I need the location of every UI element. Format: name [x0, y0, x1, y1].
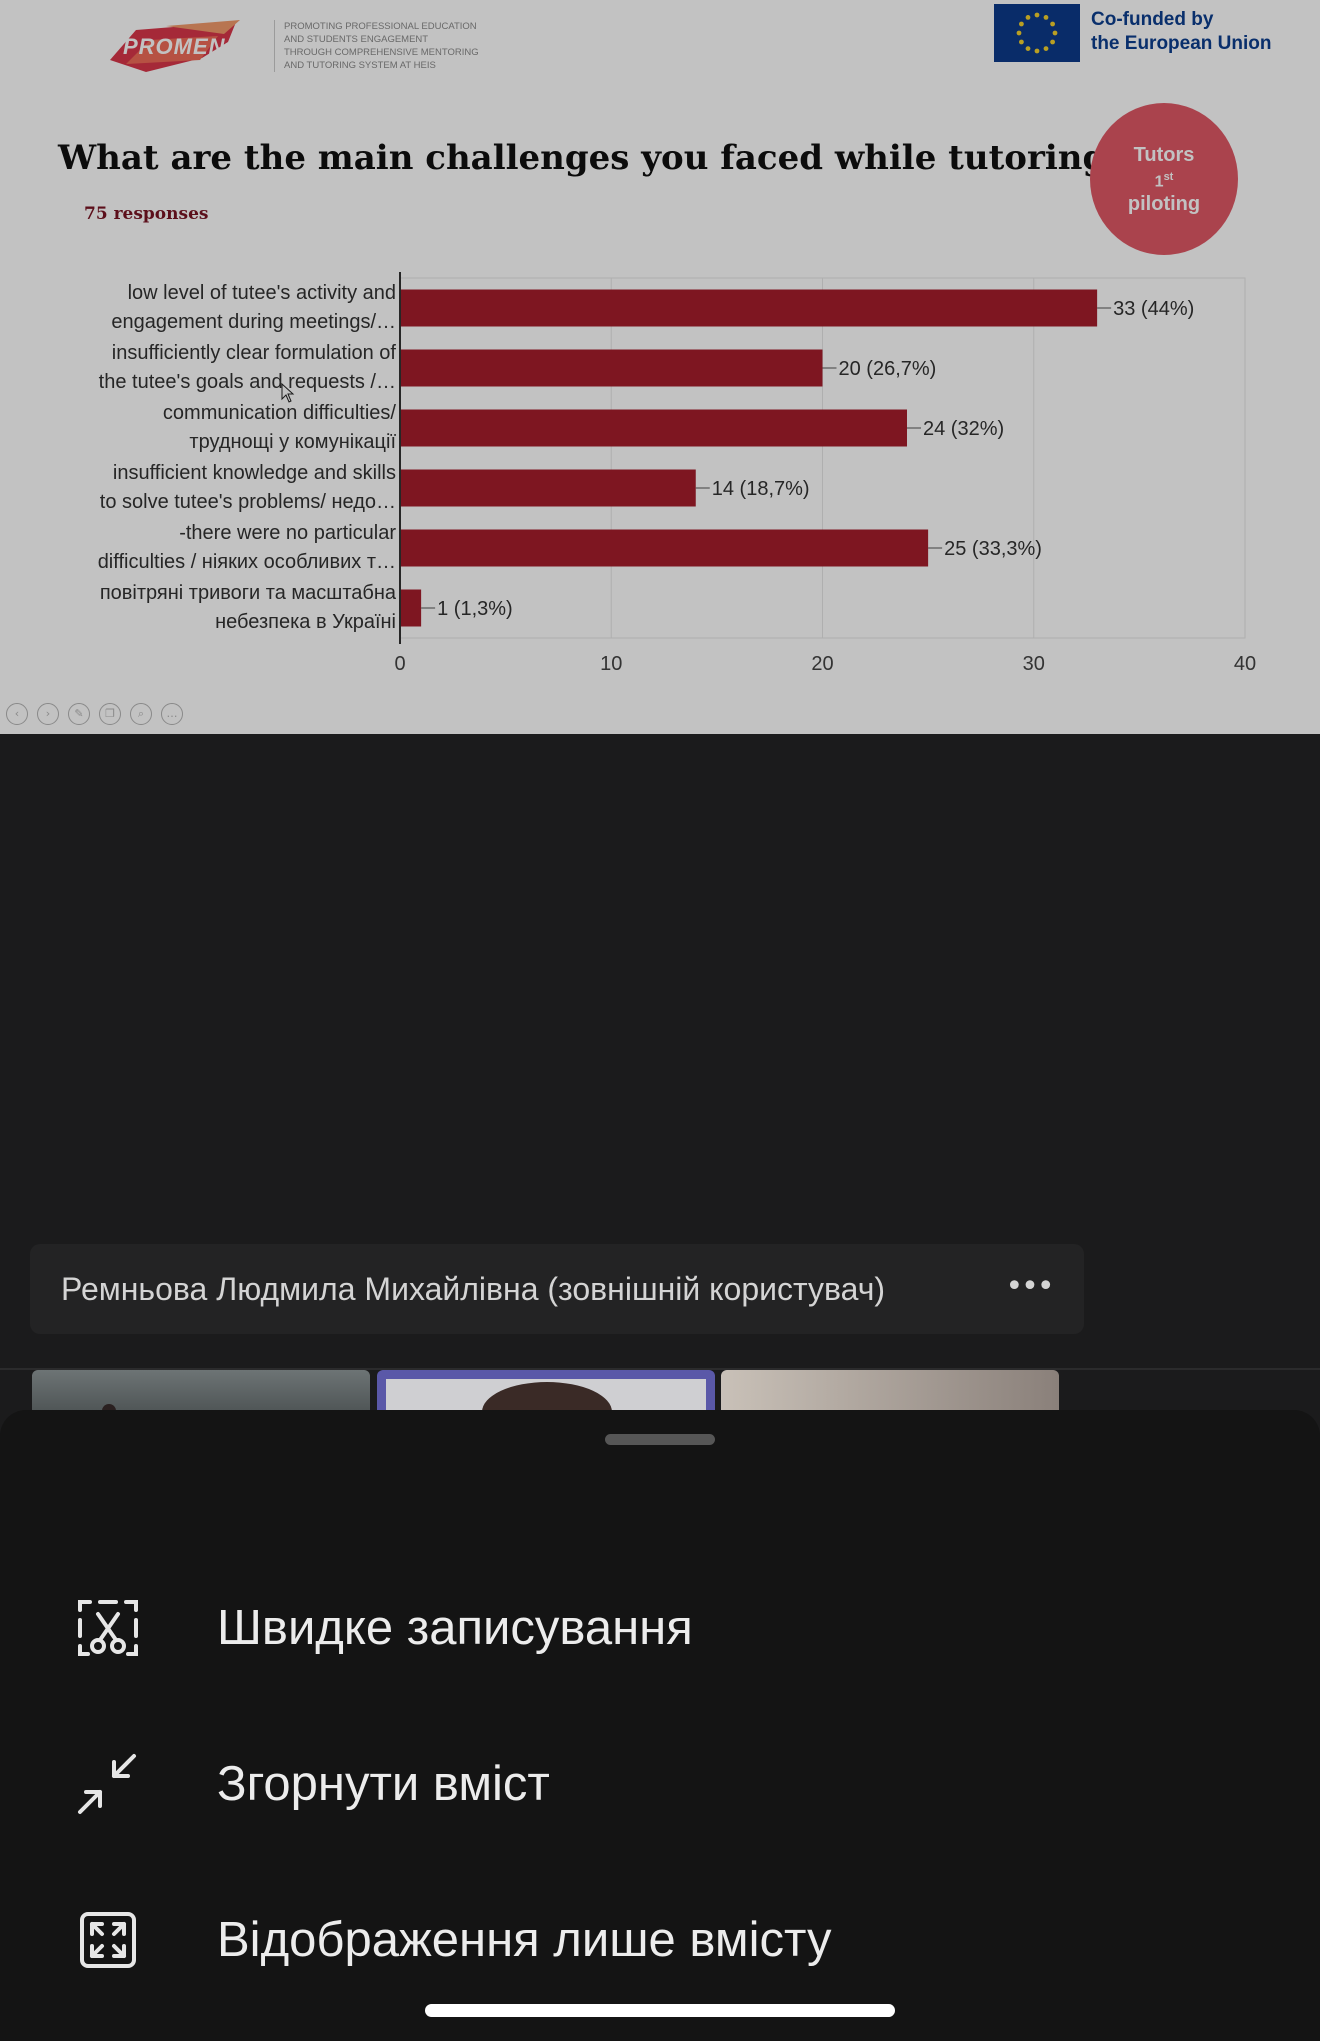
- eu-flag-icon: [994, 4, 1080, 62]
- more-icon[interactable]: …: [161, 703, 183, 725]
- eu-star: [1019, 39, 1024, 45]
- options-bottom-sheet: Швидке записування Згорнути вміст Відобр…: [0, 1410, 1320, 2041]
- video-strip-divider: [0, 1368, 1320, 1370]
- category-label: insufficiently clear formulation of: [112, 342, 397, 364]
- eu-star: [1034, 48, 1040, 54]
- category-label: небезпека в Україні: [215, 611, 396, 633]
- content-only-icon: [80, 1912, 136, 1968]
- eu-star: [1019, 21, 1024, 27]
- eu-star: [1052, 30, 1058, 36]
- data-label: 24 (32%): [923, 418, 1004, 440]
- slide-title: What are the main challenges you faced w…: [58, 138, 1127, 178]
- participant-more-button[interactable]: •••: [1005, 1269, 1054, 1304]
- data-label: 14 (18,7%): [712, 478, 810, 500]
- category-label: повітряні тривоги та масштабна: [100, 582, 397, 604]
- video-thumbnail[interactable]: [721, 1370, 1059, 1416]
- eu-star: [1034, 12, 1040, 18]
- eu-funding-text: Co-funded by the European Union: [1091, 9, 1272, 54]
- challenges-bar-chart: 33 (44%) low level of tutee's activity an…: [98, 272, 1256, 675]
- x-tick-label: 20: [811, 653, 833, 675]
- menu-item-label: Згорнути вміст: [217, 1757, 550, 1811]
- pen-icon[interactable]: ✎: [68, 703, 90, 725]
- tutors-piloting-badge: Tutors 1st piloting: [1090, 103, 1238, 255]
- menu-item-collapse-content[interactable]: Згорнути вміст: [0, 1706, 1320, 1862]
- category-label: to solve tutee's problems/ недо…: [100, 491, 396, 513]
- category-label: the tutee's goals and requests /…: [99, 371, 396, 393]
- bar: [400, 589, 422, 627]
- bar: [400, 409, 907, 447]
- eu-star: [1043, 15, 1049, 20]
- bar: [400, 289, 1098, 327]
- category-label: difficulties / ніяких особливих т…: [98, 551, 396, 573]
- eu-star: [1025, 46, 1031, 51]
- menu-item-label: Відображення лише вмісту: [217, 1913, 832, 1967]
- data-label: 25 (33,3%): [944, 538, 1042, 560]
- category-label: communication difficulties/: [163, 402, 397, 424]
- promen-logo: [110, 20, 240, 72]
- x-tick-label: 0: [394, 653, 405, 675]
- data-label: 33 (44%): [1113, 298, 1194, 320]
- eu-star: [1025, 15, 1031, 20]
- mouse-cursor-icon: [281, 383, 295, 403]
- bar: [400, 469, 696, 507]
- project-tagline: PROMOTING PROFESSIONAL EDUCATION AND STU…: [274, 20, 504, 72]
- slide-toolbar: ‹ › ✎ ❐ ⌕ …: [6, 703, 183, 729]
- shared-slide: PROMEN PROMOTING PROFESSIONAL EDUCATION …: [0, 0, 1320, 734]
- bar: [400, 529, 929, 567]
- clip-capture-icon: [78, 1600, 138, 1656]
- copy-icon[interactable]: ❐: [99, 703, 121, 725]
- eu-star: [1016, 30, 1022, 36]
- home-indicator: [425, 2004, 895, 2017]
- menu-item-quick-capture[interactable]: Швидке записування: [0, 1550, 1320, 1706]
- collapse-arrows-icon: [78, 1754, 136, 1814]
- x-tick-label: 10: [600, 653, 622, 675]
- category-label: insufficient knowledge and skills: [113, 462, 396, 484]
- eu-star: [1050, 39, 1055, 45]
- video-thumbnail-active[interactable]: [377, 1370, 715, 1416]
- zoom-icon[interactable]: ⌕: [130, 703, 152, 725]
- eu-star: [1050, 21, 1055, 27]
- x-tick-label: 30: [1023, 653, 1045, 675]
- participant-name-bar[interactable]: Ремньова Людмила Михайлівна (зовнішній к…: [30, 1244, 1084, 1334]
- data-label: 1 (1,3%): [437, 598, 513, 620]
- x-tick-label: 40: [1234, 653, 1256, 675]
- participant-name: Ремньова Людмила Михайлівна (зовнішній к…: [61, 1271, 886, 1307]
- prev-icon[interactable]: ‹: [6, 703, 28, 725]
- video-thumbnail[interactable]: [32, 1370, 370, 1416]
- bar: [400, 349, 823, 387]
- menu-item-content-only[interactable]: Відображення лише вмісту: [0, 1862, 1320, 2018]
- category-label: low level of tutee's activity and: [128, 282, 396, 304]
- category-label: труднощі у комунікації: [189, 431, 396, 453]
- menu-item-label: Швидке записування: [217, 1601, 693, 1655]
- responses-count: 75 responses: [84, 204, 209, 224]
- data-label: 20 (26,7%): [839, 358, 937, 380]
- sheet-grabber-handle[interactable]: [605, 1434, 715, 1445]
- category-label: -there were no particular: [179, 522, 396, 544]
- category-label: engagement during meetings/…: [111, 311, 396, 333]
- promen-logo-text: PROMEN: [123, 34, 226, 59]
- next-icon[interactable]: ›: [37, 703, 59, 725]
- eu-star: [1043, 46, 1049, 51]
